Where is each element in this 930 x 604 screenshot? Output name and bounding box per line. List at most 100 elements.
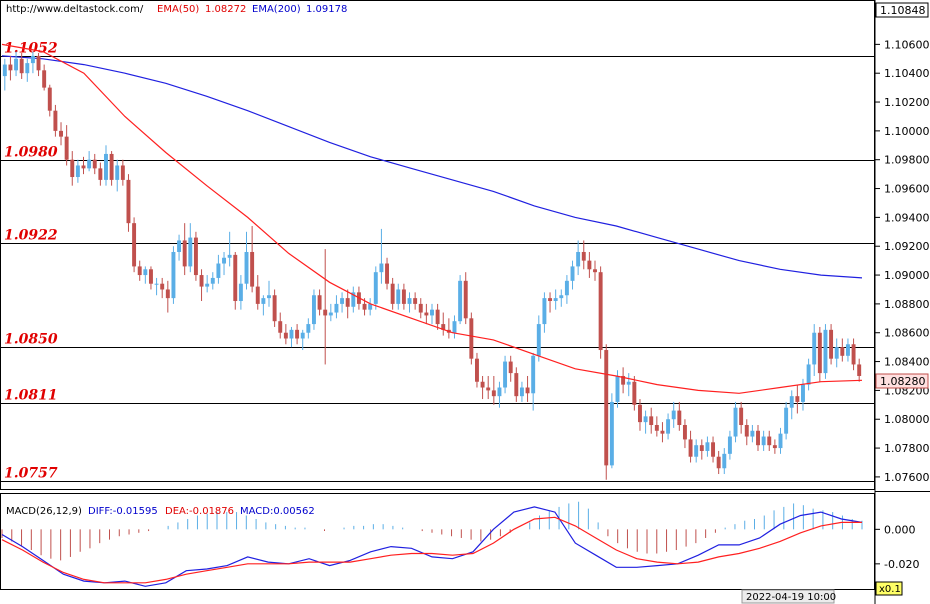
source-url: http://www.deltastock.com/ [6,4,144,15]
macd-diff-value: DIFF:-0.01595 [88,506,158,517]
candle-bull [705,442,710,451]
candle-bear [604,350,609,466]
candle-bear [772,445,777,449]
candle-bear [182,240,187,267]
candle-bear [193,237,198,276]
candle-bear [19,58,24,74]
candle-bull [87,159,92,169]
candle-bear [132,223,137,267]
current-price-box [875,373,929,389]
candle-bull [244,251,249,284]
macd-dea-value: DEA:-0.01876 [165,506,234,517]
candle-bear [199,275,204,287]
candle-bear [272,295,277,322]
candle-bull [643,416,648,423]
candle-bear [711,442,716,457]
candle-bear [278,321,283,333]
price-tick-label: 1.07600 [884,471,930,484]
candle-bear [323,309,328,316]
candle-bear [165,289,170,299]
candle-bull [615,375,620,402]
candle-bear [295,329,300,339]
candle-bull [143,269,148,276]
candle-bull [553,298,558,302]
price-tick-label: 1.08800 [884,298,930,311]
timestamp-label: 2022-04-19 10:00 [746,592,836,603]
candle-bull [334,303,339,313]
candle-bull [177,240,182,252]
candle-bear [413,298,418,304]
candle-bull [368,303,373,310]
candle-bear [70,159,75,178]
candle-bull [845,344,850,356]
price-tick-label: 1.10600 [884,38,930,51]
macd-dea-line [1,516,862,584]
macd-name: MACD(26,12,9) [6,506,82,517]
candle-bear [441,324,446,330]
candle-bull [210,277,215,284]
candle-bear [385,263,389,284]
level-label: 1.0811 [4,388,58,404]
candle-bull [267,295,271,299]
candle-bear [632,381,637,405]
candle-bull [733,407,738,437]
ema200-label: EMA(200) [252,4,301,15]
price-tick-label: 1.08000 [884,413,930,426]
candle-bull [671,410,676,420]
candle-bull [227,254,232,258]
candle-bear [491,390,496,397]
ema50-label: EMA(50) [157,4,199,15]
candle-bear [250,251,255,287]
candle-bear [638,404,642,423]
macd-hist-value: MACD:0.00562 [240,506,315,517]
candle-bull [407,298,412,304]
candle-bear [716,456,721,469]
candle-bull [216,263,221,278]
candle-bear [817,332,822,374]
candle-bull [261,298,266,304]
candle-bull [75,165,80,178]
ema200-value: 1.09178 [306,4,347,15]
candle-bear [475,358,479,382]
ema50-line [1,43,863,394]
candle-bull [784,407,789,434]
candle-bear [480,381,485,388]
candle-bull [559,295,564,299]
candle-bear [435,309,440,325]
candle-bull [306,324,311,333]
candle-bull [300,332,305,339]
candle-bear [8,64,13,71]
scale-box[interactable] [875,581,903,596]
candle-bear [283,332,288,339]
candle-bull [497,387,502,397]
price-tick-label: 1.08600 [884,327,930,340]
candle-bear [756,430,760,446]
candle-bear [36,55,41,71]
candle-bear [486,387,491,391]
macd-tick-label: 0.000 [884,523,916,536]
price-tick-label: 1.10400 [884,67,930,80]
candle-bear [255,286,260,304]
candle-bull [289,329,294,339]
candle-bull [503,361,508,388]
candle-bear [81,165,86,169]
candle-bear [508,361,513,374]
top-price-box [875,2,929,18]
candle-bull [104,153,108,180]
candle-bear [598,272,603,351]
candle-bear [109,153,114,180]
candle-bear [682,425,687,440]
level-label: 1.0980 [4,145,58,161]
candle-bear [390,283,395,304]
price-tick-label: 1.09200 [884,240,930,253]
candle-bull [396,289,401,304]
candle-bear [621,375,626,385]
candle-bear [795,396,800,402]
candle-bull [373,272,378,304]
candle-bull [789,396,794,408]
candle-bear [418,303,423,313]
level-label: 1.0757 [4,466,58,482]
candle-bear [587,260,592,270]
